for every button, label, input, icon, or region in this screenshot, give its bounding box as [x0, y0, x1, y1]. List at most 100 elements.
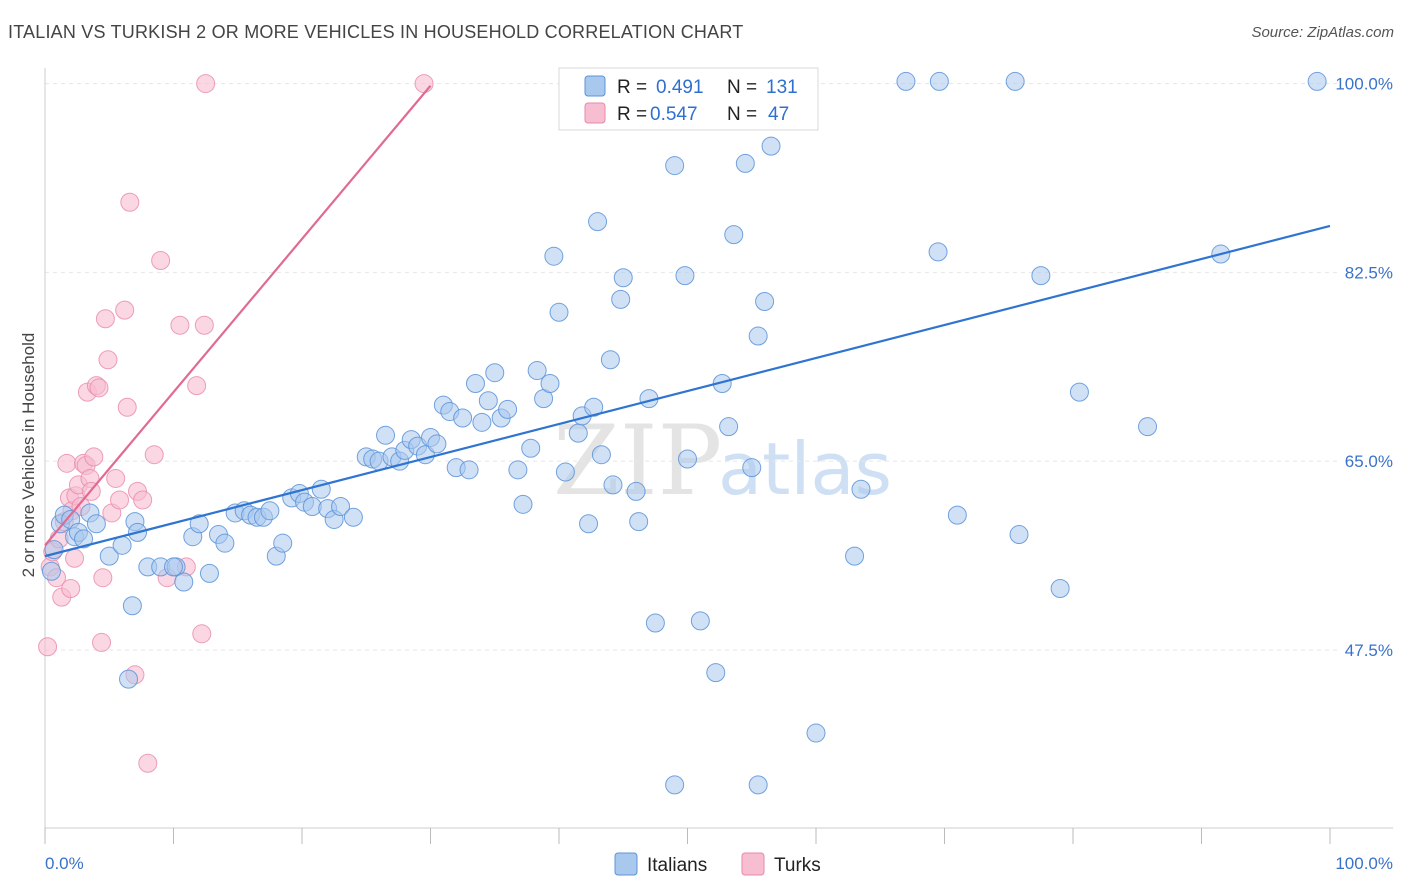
- italians-point: [761, 136, 781, 156]
- italians-point: [485, 363, 505, 383]
- turks-point: [194, 315, 214, 335]
- source-attribution: Source: ZipAtlas.com: [1251, 24, 1394, 41]
- italians-point: [591, 445, 611, 465]
- italians-point: [645, 613, 665, 633]
- bottom-legend-label-turks: Turks: [774, 855, 821, 876]
- bottom-legend-swatch-italians: [614, 852, 638, 876]
- italians-point: [478, 391, 498, 411]
- italians-point: [376, 425, 396, 445]
- turks-points: [38, 74, 434, 773]
- italians-point: [1138, 417, 1158, 437]
- italians-point: [678, 449, 697, 469]
- tick-labels: 47.5% 65.0% 82.5% 100.0% 0.0% 100.0%: [45, 75, 1393, 873]
- legend-n-value-turks: 47: [768, 104, 789, 125]
- italians-point: [665, 775, 685, 795]
- legend-r-label-turks: R =: [617, 104, 647, 125]
- italians-point: [508, 460, 528, 480]
- gridlines: [45, 83, 1340, 651]
- italians-point: [579, 514, 599, 534]
- italians-point: [459, 460, 479, 480]
- italians-points: [41, 71, 1327, 795]
- legend-swatch-turks: [584, 102, 606, 124]
- bottom-legend-swatch-turks: [741, 852, 765, 876]
- italians-point: [568, 423, 588, 443]
- italians-point: [119, 669, 139, 689]
- legend-swatch-italians: [584, 75, 606, 97]
- turks-point: [65, 548, 85, 568]
- turks-point: [192, 624, 212, 644]
- italians-point: [947, 505, 967, 525]
- italians-point: [215, 533, 235, 553]
- turks-point: [95, 309, 115, 329]
- italians-point: [851, 479, 871, 499]
- turks-point: [138, 753, 158, 773]
- italians-point: [690, 611, 710, 631]
- chart-title: ITALIAN VS TURKISH 2 OR MORE VEHICLES IN…: [8, 22, 744, 42]
- legend-r-label-italians: R =: [617, 77, 647, 98]
- legend-n-label-italians: N =: [727, 77, 757, 98]
- italians-point: [331, 496, 351, 516]
- italians-point: [748, 775, 768, 795]
- turks-point: [120, 192, 140, 212]
- italians-point: [99, 546, 119, 566]
- x-tick-label-min: 0.0%: [45, 854, 84, 873]
- turks-point: [187, 376, 207, 396]
- italians-point: [611, 289, 631, 309]
- italians-point: [1005, 71, 1025, 91]
- italians-point: [527, 361, 547, 381]
- italians-point: [626, 481, 646, 501]
- x-tick-label-max: 100.0%: [1335, 854, 1393, 873]
- italians-point: [600, 350, 620, 370]
- italians-point: [929, 71, 949, 91]
- turks-point: [151, 251, 171, 271]
- italians-point: [1009, 525, 1029, 545]
- italians-point: [164, 557, 183, 577]
- turks-point: [38, 637, 58, 657]
- italians-point: [706, 663, 726, 683]
- italians-point: [86, 514, 106, 534]
- italians-point: [122, 596, 142, 616]
- italians-point: [665, 156, 685, 176]
- legend-r-value-italians: 0.491: [656, 77, 704, 98]
- italians-point: [260, 501, 280, 521]
- italians-point: [1050, 578, 1070, 598]
- italians-point: [629, 512, 649, 532]
- turks-point: [117, 397, 137, 417]
- y-tick-label: 65.0%: [1345, 452, 1393, 471]
- italians-point: [675, 266, 695, 286]
- turks-trend-line: [44, 85, 432, 547]
- turks-point: [414, 74, 434, 94]
- italians-trend-line: [44, 224, 1331, 558]
- y-axis-label: 2 or more Vehicles in Household: [19, 333, 38, 578]
- legend: R = 0.491 N = 131 R = 0.547 N = 47: [558, 67, 819, 131]
- turks-point: [61, 578, 81, 598]
- italians-point: [1307, 71, 1327, 91]
- turks-point: [196, 74, 216, 94]
- turks-point: [84, 447, 104, 467]
- italians-point: [343, 507, 363, 527]
- italians-point: [603, 475, 623, 495]
- turks-point: [115, 300, 135, 320]
- italians-point: [588, 212, 608, 232]
- turks-point: [98, 350, 118, 370]
- turks-point: [93, 568, 113, 588]
- turks-point: [57, 453, 77, 473]
- turks-point: [106, 468, 126, 488]
- italians-point: [755, 292, 775, 312]
- legend-r-value-turks: 0.547: [650, 104, 698, 125]
- axes: [44, 68, 1393, 844]
- turks-point: [133, 490, 153, 510]
- italians-point: [74, 529, 94, 549]
- italians-point: [928, 242, 948, 262]
- italians-point: [555, 462, 575, 482]
- italians-point: [199, 563, 219, 583]
- turks-point: [92, 632, 112, 652]
- italians-point: [540, 374, 560, 394]
- trend-lines: [44, 85, 1331, 558]
- italians-point: [465, 374, 485, 394]
- italians-point: [453, 408, 473, 428]
- bottom-legend: Italians Turks: [614, 852, 821, 876]
- italians-point: [748, 326, 768, 346]
- italians-point: [549, 302, 569, 322]
- italians-point: [472, 412, 492, 432]
